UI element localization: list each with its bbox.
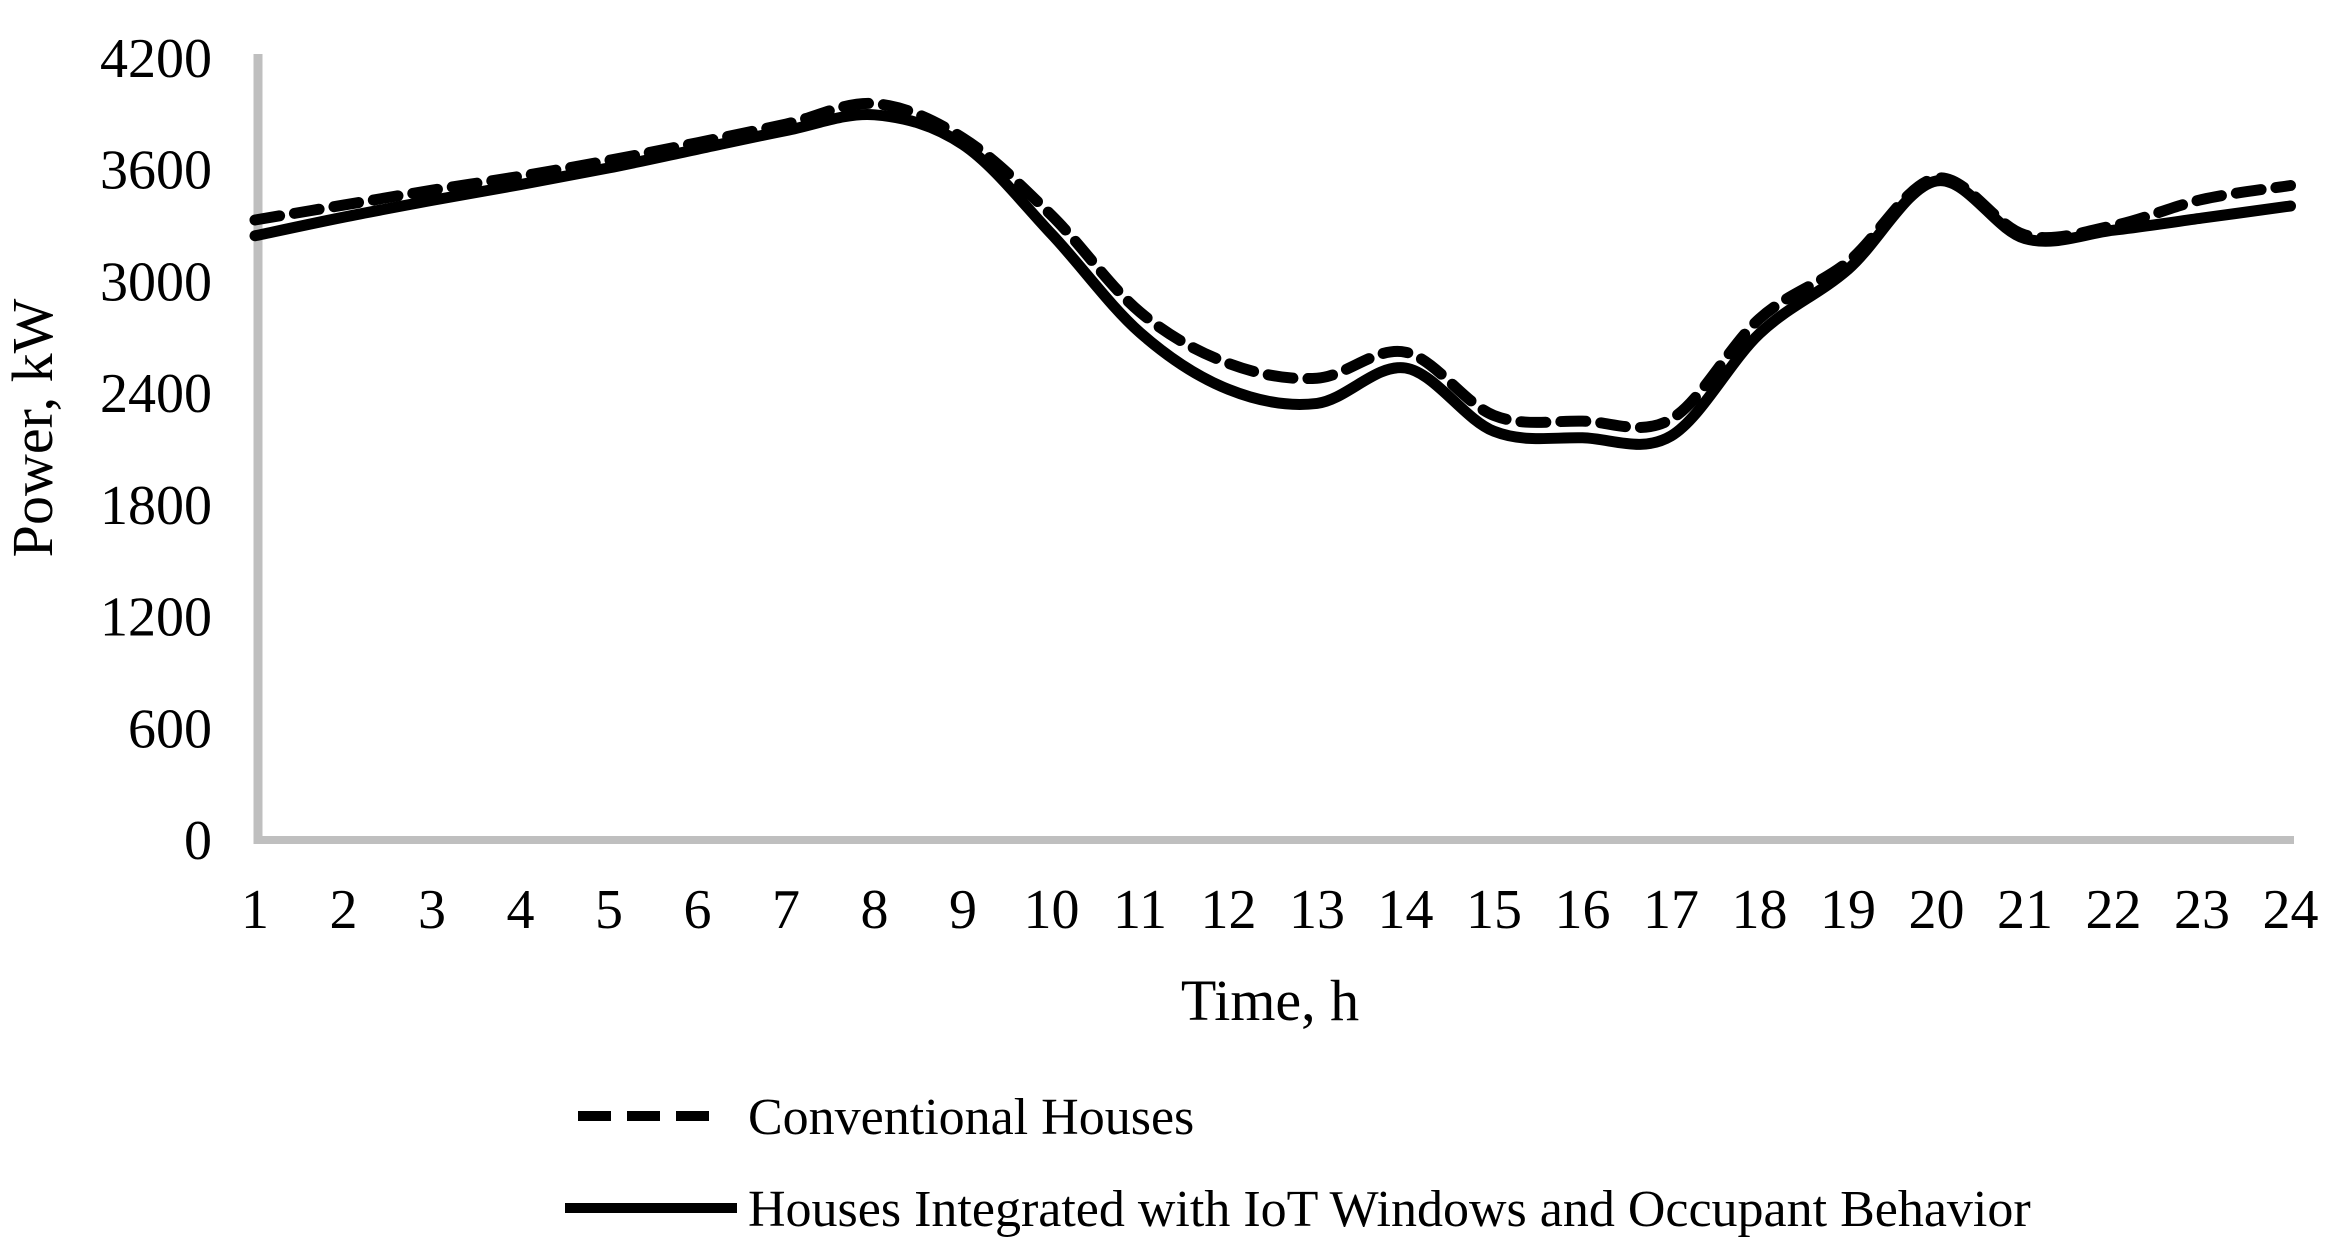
legend-label: Houses Integrated with IoT Windows and O… <box>748 1181 2031 1238</box>
legend-item-2: Houses Integrated with IoT Windows and O… <box>565 1181 2031 1238</box>
x-tick-label-18: 18 <box>1732 879 1788 941</box>
series-line-dashed <box>249 97 2296 433</box>
x-tick-label-12: 12 <box>1201 879 1257 941</box>
y-tick-label-3000: 3000 <box>100 251 212 313</box>
x-tick-label-19: 19 <box>1820 879 1876 941</box>
y-tick-label-4200: 4200 <box>100 28 212 90</box>
x-tick-label-10: 10 <box>1024 879 1080 941</box>
x-tick-label-6: 6 <box>684 879 712 941</box>
x-axis-title: Time, h <box>1181 968 1359 1033</box>
x-tick-label-22: 22 <box>2086 879 2142 941</box>
x-tick-label-14: 14 <box>1378 879 1434 941</box>
x-tick-label-24: 24 <box>2263 879 2319 941</box>
x-tick-label-9: 9 <box>949 879 977 941</box>
legend-item-1: Conventional Houses <box>578 1089 1194 1146</box>
x-tick-label-5: 5 <box>595 879 623 941</box>
legend: Conventional Houses Houses Integrated wit… <box>565 1089 2031 1238</box>
x-tick-label-11: 11 <box>1113 879 1167 941</box>
series-line-solid <box>249 109 2296 450</box>
x-tick-label-1: 1 <box>241 879 269 941</box>
x-tick-label-8: 8 <box>861 879 889 941</box>
y-tick-label-0: 0 <box>184 810 212 872</box>
y-tick-label-3600: 3600 <box>100 140 212 202</box>
x-axis-tick-labels: 1 2 3 4 5 6 7 8 9 10 11 12 13 14 15 16 17 18 19 20 21 22 23 24 <box>241 879 2319 941</box>
x-tick-label-17: 17 <box>1643 879 1699 941</box>
x-tick-label-13: 13 <box>1289 879 1345 941</box>
y-axis-title: Power, kW <box>0 298 65 557</box>
x-tick-label-15: 15 <box>1466 879 1522 941</box>
series-lines <box>249 97 2296 450</box>
x-tick-label-20: 20 <box>1909 879 1965 941</box>
x-tick-label-16: 16 <box>1555 879 1611 941</box>
y-axis-tick-labels: 0 600 1200 1800 2400 3000 3600 4200 <box>100 28 212 872</box>
x-tick-label-3: 3 <box>418 879 446 941</box>
legend-label: Conventional Houses <box>748 1089 1194 1146</box>
y-tick-label-600: 600 <box>128 698 212 760</box>
axes <box>253 54 2294 844</box>
y-tick-label-1800: 1800 <box>100 475 212 537</box>
x-tick-label-23: 23 <box>2174 879 2230 941</box>
x-tick-label-7: 7 <box>772 879 800 941</box>
y-tick-label-2400: 2400 <box>100 363 212 425</box>
x-tick-label-2: 2 <box>330 879 358 941</box>
x-tick-label-4: 4 <box>507 879 535 941</box>
x-tick-label-21: 21 <box>1997 879 2053 941</box>
y-tick-label-1200: 1200 <box>100 587 212 649</box>
